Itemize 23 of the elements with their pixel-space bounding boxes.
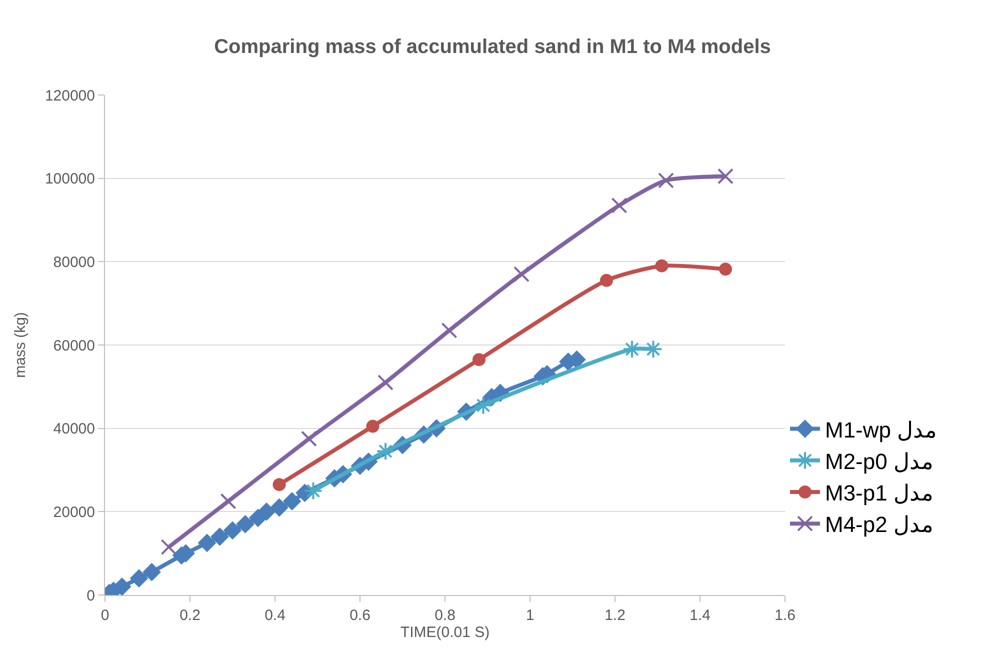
y-axis-title: mass (kg) <box>12 312 30 378</box>
y-tick-label: 40000 <box>53 420 95 438</box>
x-tick-label: 0 <box>100 607 110 624</box>
legend-label: M2-p0 مدل <box>825 448 934 474</box>
x-tick-label: 1.4 <box>690 607 710 624</box>
y-tick-label: 100000 <box>44 170 95 188</box>
legend-label: M4-p2 مدل <box>825 512 934 538</box>
y-tick-label: 0 <box>86 587 95 604</box>
y-tick-label: 120000 <box>44 87 95 104</box>
x-tick-label: 0.2 <box>180 607 200 624</box>
x-tick-label: 1.6 <box>774 607 796 624</box>
x-tick-label: 1 <box>526 607 534 624</box>
y-tick-label: 20000 <box>53 504 95 521</box>
x-tick-label: 0.8 <box>434 607 456 624</box>
legend-label: M1-wp مدل <box>825 417 938 442</box>
x-tick-label: 1.2 <box>604 607 626 624</box>
y-tick-label: 80000 <box>53 254 95 271</box>
x-axis-title: TIME(0.01 S) <box>400 624 490 641</box>
chart-title: Comparing mass of accumulated sand in M1 to M4 models <box>214 36 771 58</box>
x-tick-label: 0.6 <box>350 607 370 624</box>
x-tick-label: 0.4 <box>264 607 286 624</box>
y-tick-label: 60000 <box>53 337 95 354</box>
legend-label: M3-p1 مدل <box>825 480 934 506</box>
